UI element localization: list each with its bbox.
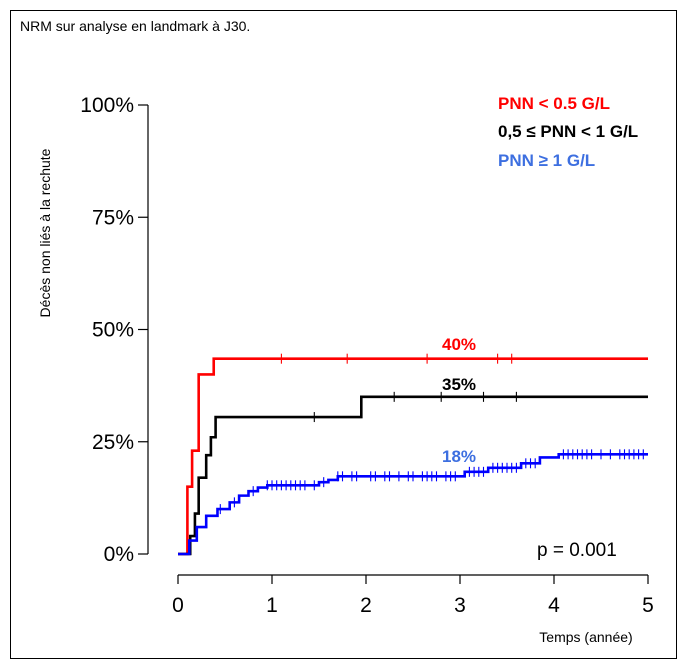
legend: PNN < 0.5 G/L 0,5 ≤ PNN < 1 G/L PNN ≥ 1 G/… (498, 94, 638, 170)
y-tick-label: 75% (92, 206, 134, 229)
percent-labels: 40% 35% 18% (442, 335, 476, 466)
figure-frame (10, 10, 677, 659)
series-group (178, 391, 648, 556)
x-axis-label: Temps (année) (539, 629, 632, 645)
series-layer (178, 353, 648, 556)
x-tick-label: 4 (548, 594, 560, 617)
y-tick-label: 25% (92, 431, 134, 454)
x-tick-label: 0 (172, 594, 184, 617)
y-ticks: 0% 25% 50% 75% 100% (80, 94, 148, 566)
percent-label: 35% (442, 375, 476, 394)
percent-label: 40% (442, 335, 476, 354)
x-tick-label: 2 (360, 594, 372, 617)
x-tick-label: 1 (266, 594, 278, 617)
series-group (178, 449, 648, 556)
series-group (178, 353, 648, 556)
x-ticks: 0 1 2 3 4 5 (172, 575, 654, 617)
series-line (178, 357, 648, 556)
legend-entry: PNN ≥ 1 G/L (498, 151, 595, 170)
y-tick-label: 50% (92, 319, 134, 342)
legend-entry: PNN < 0.5 G/L (498, 94, 610, 113)
p-value: p = 0.001 (537, 540, 617, 561)
y-tick-label: 0% (104, 543, 134, 566)
y-axis-label: Décès non liés à la rechute (37, 148, 53, 317)
percent-label: 18% (442, 447, 476, 466)
x-tick-label: 5 (642, 594, 654, 617)
axes (147, 105, 648, 576)
x-tick-label: 3 (454, 594, 466, 617)
legend-entry: 0,5 ≤ PNN < 1 G/L (498, 122, 638, 141)
series-line (178, 395, 648, 556)
figure-caption: NRM sur analyse en landmark à J30. (20, 18, 251, 34)
y-tick-label: 100% (80, 94, 134, 117)
